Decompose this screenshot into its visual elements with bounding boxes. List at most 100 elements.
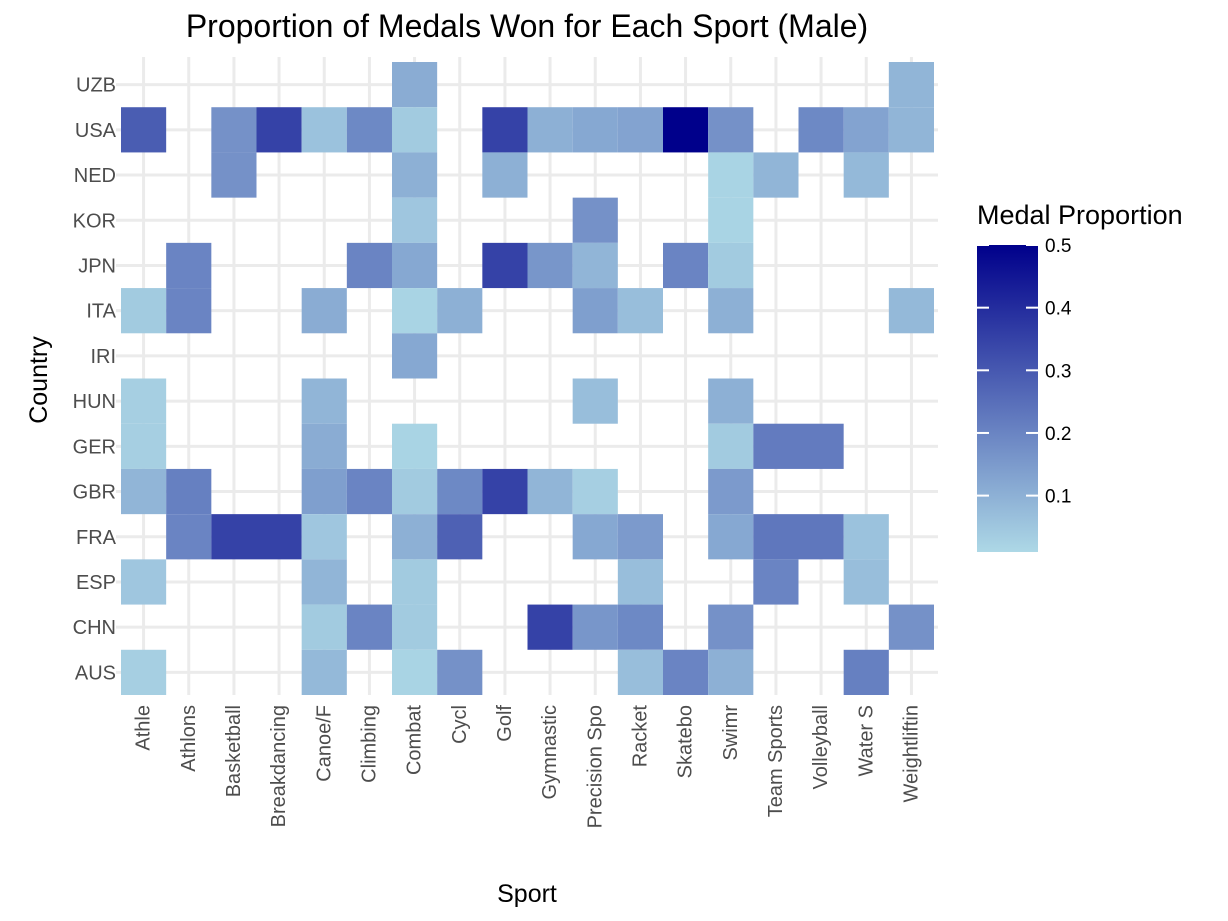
cell-usa-weightlifting <box>888 107 934 153</box>
cell-gbr-athletics <box>121 468 167 515</box>
cell-ita-racket-sports <box>617 288 663 334</box>
cell-chn-gymnastics <box>527 604 573 650</box>
x-tick-cycling: Cycl <box>449 705 471 744</box>
y-tick-iri: IRI <box>90 346 116 368</box>
cell-ned-team-sports <box>753 152 799 198</box>
cell-chn-combat-sports <box>392 604 438 650</box>
cell-ned-golf <box>482 152 528 198</box>
cell-esp-athletics <box>121 559 167 605</box>
cell-jpn-gymnastics <box>527 242 573 289</box>
x-tick-precision-sports: Precision Spo <box>584 705 606 828</box>
y-tick-kor: KOR <box>73 210 116 232</box>
cell-usa-breakdancing <box>256 107 302 153</box>
cell-fra-swimming <box>708 514 754 560</box>
y-tick-ita: ITA <box>86 301 116 323</box>
cell-usa-skateboarding <box>663 107 709 153</box>
cell-gbr-climbing <box>346 468 392 515</box>
cell-gbr-cycling <box>437 468 483 515</box>
cell-ger-volleyball <box>798 423 844 469</box>
cell-usa-swimming <box>708 107 754 153</box>
cell-jpn-athlons <box>166 242 212 289</box>
cell-fra-athlons <box>166 514 212 560</box>
cell-aus-canoe-kayak <box>301 649 347 695</box>
cell-fra-canoe-kayak <box>301 514 347 560</box>
cell-usa-volleyball <box>798 107 844 153</box>
legend-ticks: 0.1 0.2 0.3 0.4 0.5 <box>977 236 1072 508</box>
cell-fra-team-sports <box>753 514 799 560</box>
heatmap-cells <box>121 62 934 695</box>
cell-usa-gymnastics <box>527 107 573 153</box>
cell-usa-precision-sports <box>572 107 618 153</box>
cell-gbr-precision-sports <box>572 468 618 515</box>
cell-jpn-skateboarding <box>663 242 709 289</box>
cell-gbr-athlons <box>166 468 212 515</box>
cell-esp-racket-sports <box>617 559 663 605</box>
cell-aus-cycling <box>437 649 483 695</box>
y-tick-gbr: GBR <box>73 482 116 504</box>
x-tick-climbing: Climbing <box>358 705 380 783</box>
cell-hun-swimming <box>708 378 754 424</box>
cell-aus-combat-sports <box>392 649 438 695</box>
cell-jpn-climbing <box>346 242 392 289</box>
cell-aus-athletics <box>121 649 167 695</box>
cell-jpn-golf <box>482 242 528 289</box>
cell-ita-canoe-kayak <box>301 288 347 334</box>
cell-chn-precision-sports <box>572 604 618 650</box>
cell-jpn-combat-sports <box>392 242 438 289</box>
y-tick-fra: FRA <box>76 527 117 549</box>
cell-kor-precision-sports <box>572 197 618 243</box>
x-axis-title: Sport <box>497 880 557 908</box>
cell-aus-racket-sports <box>617 649 663 695</box>
cell-uzb-weightlifting <box>888 62 934 108</box>
cell-gbr-swimming <box>708 468 754 515</box>
cell-usa-golf <box>482 107 528 153</box>
cell-ned-combat-sports <box>392 152 438 198</box>
x-tick-basketball: Basketball <box>223 705 245 797</box>
cell-uzb-combat-sports <box>392 62 438 108</box>
x-tick-racket-sports: Racket <box>629 705 651 768</box>
cell-ita-weightlifting <box>888 288 934 334</box>
cell-fra-water-sports <box>843 514 889 560</box>
x-tick-gymnastics: Gymnastic <box>539 705 561 799</box>
x-tick-canoe-kayak: Canoe/F <box>313 705 335 782</box>
cell-ger-team-sports <box>753 423 799 469</box>
cell-fra-cycling <box>437 514 483 560</box>
cell-esp-canoe-kayak <box>301 559 347 605</box>
x-tick-athletics: Athle <box>133 705 155 751</box>
cell-chn-racket-sports <box>617 604 663 650</box>
legend-label-1: 0.2 <box>1045 424 1071 445</box>
x-tick-swimming: Swimr <box>720 705 742 761</box>
x-tick-combat-sports: Combat <box>404 705 426 775</box>
cell-jpn-swimming <box>708 242 754 289</box>
cell-gbr-canoe-kayak <box>301 468 347 515</box>
x-tick-volleyball: Volleyball <box>810 705 832 790</box>
y-tick-hun: HUN <box>73 391 116 413</box>
legend-colorbar <box>977 245 1038 552</box>
cell-chn-swimming <box>708 604 754 650</box>
cell-hun-athletics <box>121 378 167 424</box>
cell-usa-combat-sports <box>392 107 438 153</box>
legend-title: Medal Proportion <box>977 200 1183 230</box>
x-tick-labels: Athle Athlons Basketball Breakdancing Canoe/… <box>133 705 923 829</box>
cell-ger-swimming <box>708 423 754 469</box>
y-tick-usa: USA <box>75 120 117 142</box>
chart-title: Proportion of Medals Won for Each Sport … <box>186 8 868 44</box>
cell-ita-athlons <box>166 288 212 334</box>
x-tick-weightlifting: Weightliftin <box>900 705 922 802</box>
cell-fra-combat-sports <box>392 514 438 560</box>
cell-ita-cycling <box>437 288 483 334</box>
cell-esp-combat-sports <box>392 559 438 605</box>
cell-esp-water-sports <box>843 559 889 605</box>
y-tick-jpn: JPN <box>78 255 116 277</box>
cell-ger-athletics <box>121 423 167 469</box>
x-tick-breakdancing: Breakdancing <box>268 705 290 827</box>
cell-fra-volleyball <box>798 514 844 560</box>
y-tick-esp: ESP <box>76 572 116 594</box>
y-tick-chn: CHN <box>73 617 116 639</box>
legend-label-3: 0.4 <box>1045 299 1072 320</box>
cell-kor-combat-sports <box>392 197 438 243</box>
cell-jpn-precision-sports <box>572 242 618 289</box>
x-tick-team-sports: Team Sports <box>765 705 787 817</box>
y-tick-ger: GER <box>73 436 116 458</box>
cell-fra-racket-sports <box>617 514 663 560</box>
